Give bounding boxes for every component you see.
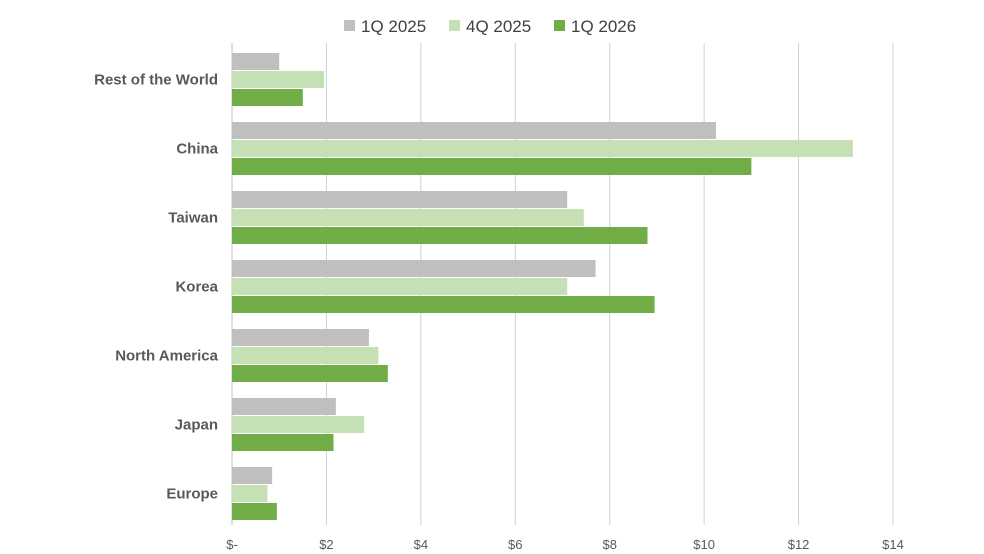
bar-1q-2025-north-america xyxy=(232,329,369,346)
category-label: Japan xyxy=(175,417,218,434)
x-tick-label: $8 xyxy=(602,537,616,552)
legend-label: 4Q 2025 xyxy=(466,17,531,36)
legend-swatch xyxy=(344,20,355,31)
bar-4q-2025-europe xyxy=(232,485,268,502)
category-label: China xyxy=(176,141,218,158)
bar-4q-2025-korea xyxy=(232,278,568,295)
bar-1q-2025-japan xyxy=(232,398,336,415)
bar-1q-2026-japan xyxy=(232,434,334,451)
bar-1q-2026-rest-of-the-world xyxy=(232,89,303,106)
legend: 1Q 2025 4Q 2025 1Q 2026 xyxy=(344,17,636,36)
category-label: Korea xyxy=(175,279,218,296)
bars xyxy=(232,53,853,520)
bar-4q-2025-taiwan xyxy=(232,209,584,226)
category-labels: Rest of the World China Taiwan Korea North A… xyxy=(94,72,219,503)
category-label: Europe xyxy=(166,486,218,503)
bar-1q-2025-china xyxy=(232,122,716,139)
bar-1q-2026-taiwan xyxy=(232,227,648,244)
bar-4q-2025-north-america xyxy=(232,347,379,364)
x-tick-label: $- xyxy=(226,537,238,552)
bar-1q-2026-korea xyxy=(232,296,655,313)
bar-4q-2025-rest-of-the-world xyxy=(232,71,325,88)
x-tick-label: $12 xyxy=(788,537,810,552)
bar-1q-2025-rest-of-the-world xyxy=(232,53,280,70)
x-tick-label: $2 xyxy=(319,537,333,552)
legend-label: 1Q 2026 xyxy=(571,17,636,36)
category-label: Rest of the World xyxy=(94,72,218,89)
x-tick-label: $4 xyxy=(414,537,428,552)
bar-1q-2026-north-america xyxy=(232,365,388,382)
category-label: North America xyxy=(115,348,218,365)
bar-1q-2026-europe xyxy=(232,503,277,520)
x-tick-label: $14 xyxy=(882,537,904,552)
category-label: Taiwan xyxy=(168,210,218,227)
bar-4q-2025-japan xyxy=(232,416,365,433)
bar-1q-2025-taiwan xyxy=(232,191,568,208)
x-tick-label: $6 xyxy=(508,537,522,552)
x-tick-label: $10 xyxy=(693,537,715,552)
bar-1q-2025-europe xyxy=(232,467,273,484)
bar-4q-2025-china xyxy=(232,140,853,157)
x-tick-labels: $- $2 $4 $6 $8 $10 $12 $14 xyxy=(226,537,904,552)
legend-swatch xyxy=(449,20,460,31)
bar-1q-2025-korea xyxy=(232,260,596,277)
bar-1q-2026-china xyxy=(232,158,752,175)
legend-swatch xyxy=(554,20,565,31)
legend-label: 1Q 2025 xyxy=(361,17,426,36)
